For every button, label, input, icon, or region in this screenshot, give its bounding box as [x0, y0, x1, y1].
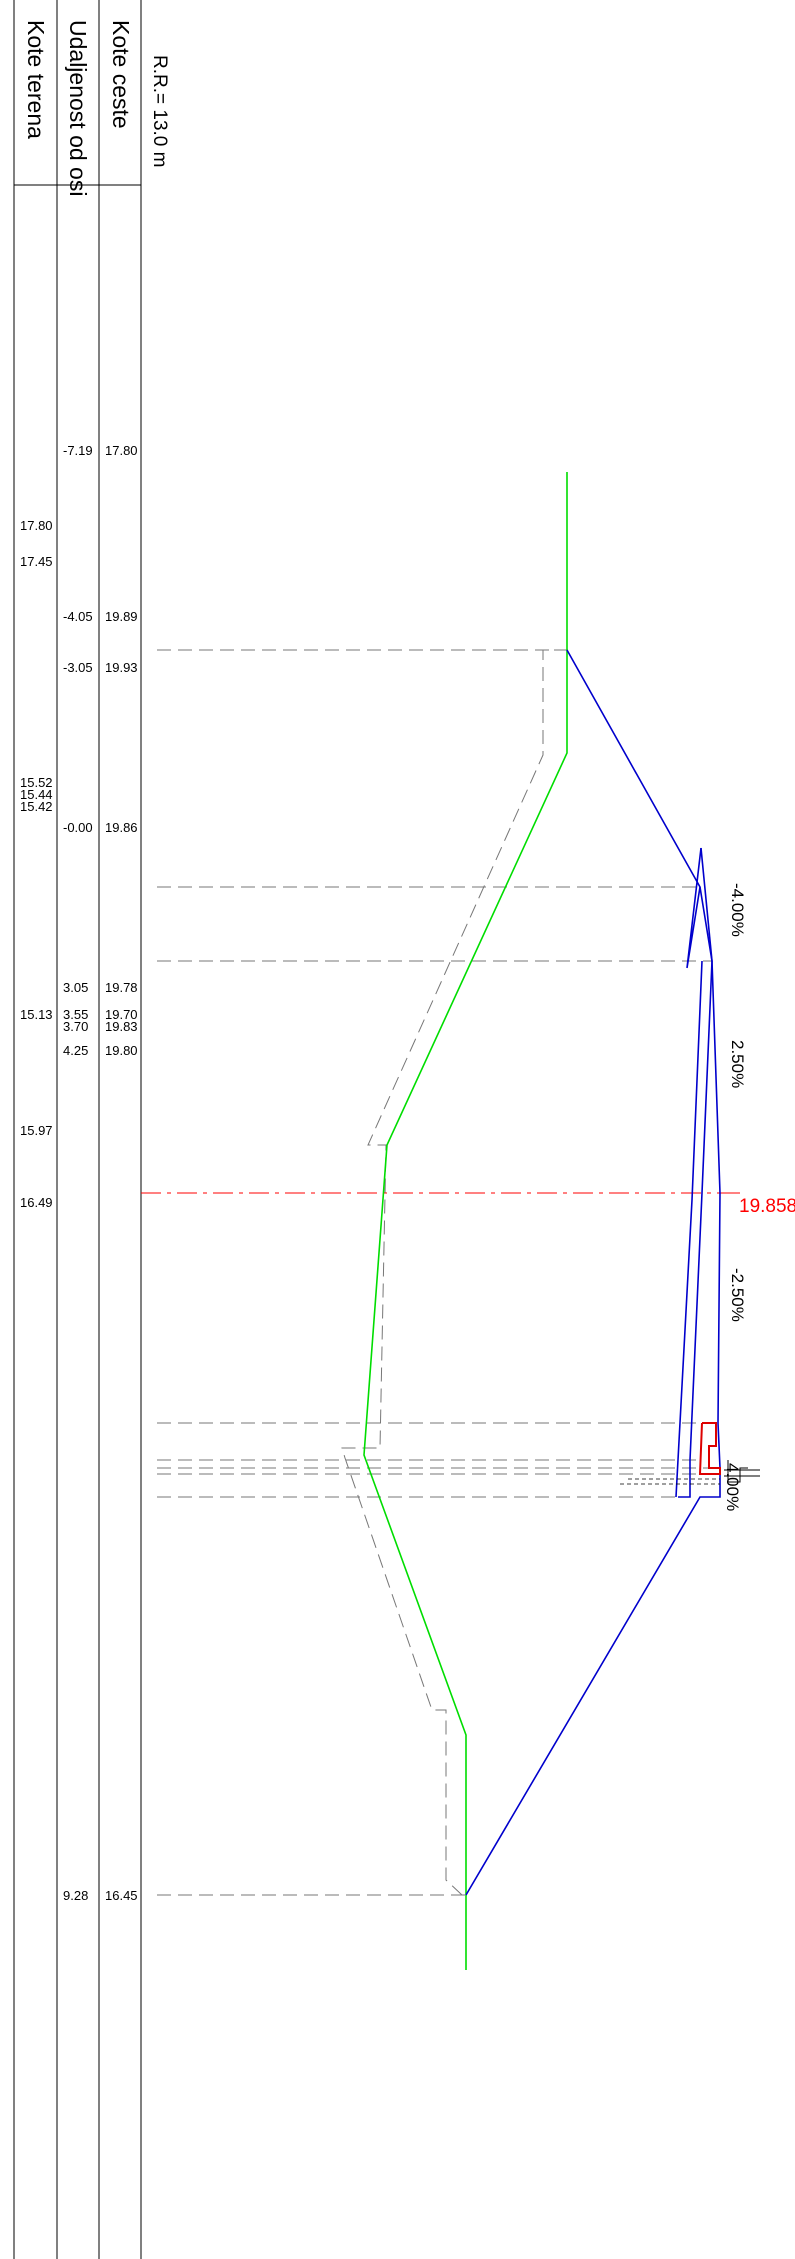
terrain-line	[363, 472, 568, 1970]
road-subbase-line	[675, 960, 703, 1498]
terrain-elevation: 15.13	[20, 1007, 53, 1022]
distance-value: 3.05	[63, 980, 88, 995]
distance-value: 4.25	[63, 1043, 88, 1058]
road-layer-slope	[686, 847, 702, 969]
road-base-line	[678, 960, 713, 1498]
header-road: Kote ceste	[108, 20, 134, 129]
road-value: 19.86	[105, 820, 138, 835]
road-value: 17.80	[105, 443, 138, 458]
radius-label: R.R.= 13.0 m	[149, 55, 170, 167]
road-value: 19.93	[105, 660, 138, 675]
terrain-elevation: 15.42	[20, 799, 53, 814]
distance-value: -7.19	[63, 443, 93, 458]
road-value: 16.45	[105, 1888, 138, 1903]
terrain-elevation: 16.49	[20, 1195, 53, 1210]
axis-elevation-label: 19.858	[739, 1196, 795, 1217]
road-slope-right	[465, 1422, 721, 1896]
distance-value: 3.55	[63, 1007, 88, 1022]
road-value: 19.70	[105, 1007, 138, 1022]
terrain-elevation: 15.97	[20, 1123, 53, 1138]
road-value: 19.80	[105, 1043, 138, 1058]
header-distance: Udaljenost od osi	[65, 20, 91, 196]
data-table	[13, 0, 142, 2259]
curb-detail	[698, 1422, 721, 1475]
terrain-elevation: 17.80	[20, 518, 53, 533]
road-layer-edge	[700, 847, 713, 962]
curb-hatch	[620, 1478, 720, 1485]
subgrade-line	[341, 649, 568, 1896]
distance-value: 9.28	[63, 1888, 88, 1903]
terrain-elevation: 17.45	[20, 554, 53, 569]
slope-label: -4.00%	[728, 883, 747, 937]
distance-value: 3.70	[63, 1019, 88, 1034]
road-values: 17.80 19.89 19.93 19.86 19.78 19.70 19.8…	[105, 443, 138, 1903]
distance-value: -3.05	[63, 660, 93, 675]
terrain-elevation: 15.52	[20, 775, 53, 790]
slope-label: 4.00%	[723, 1463, 742, 1511]
subgrade-outline	[341, 649, 568, 1896]
header-terrain: Kote terena	[23, 20, 49, 139]
slope-label: 2.50%	[728, 1040, 747, 1088]
road-value: 19.78	[105, 980, 138, 995]
road-value: 19.83	[105, 1019, 138, 1034]
terrain-elevation: 15.44	[20, 787, 53, 802]
axis-marker	[719, 1185, 740, 1194]
station-guides	[157, 649, 720, 1896]
road-value: 19.89	[105, 609, 138, 624]
slope-label: -2.50%	[728, 1268, 747, 1322]
curb-symbol-outline	[727, 1460, 748, 1483]
distance-values: -7.19 -4.05 -3.05 -0.00 3.05 3.55 3.70 4…	[63, 443, 93, 1903]
terrain-elevations: 17.80 17.45 15.52 15.44 15.42 15.13 15.9…	[20, 518, 53, 1210]
distance-value: -0.00	[63, 820, 93, 835]
curb-symbol	[724, 1460, 760, 1483]
distance-value: -4.05	[63, 609, 93, 624]
road-body	[465, 649, 721, 1896]
